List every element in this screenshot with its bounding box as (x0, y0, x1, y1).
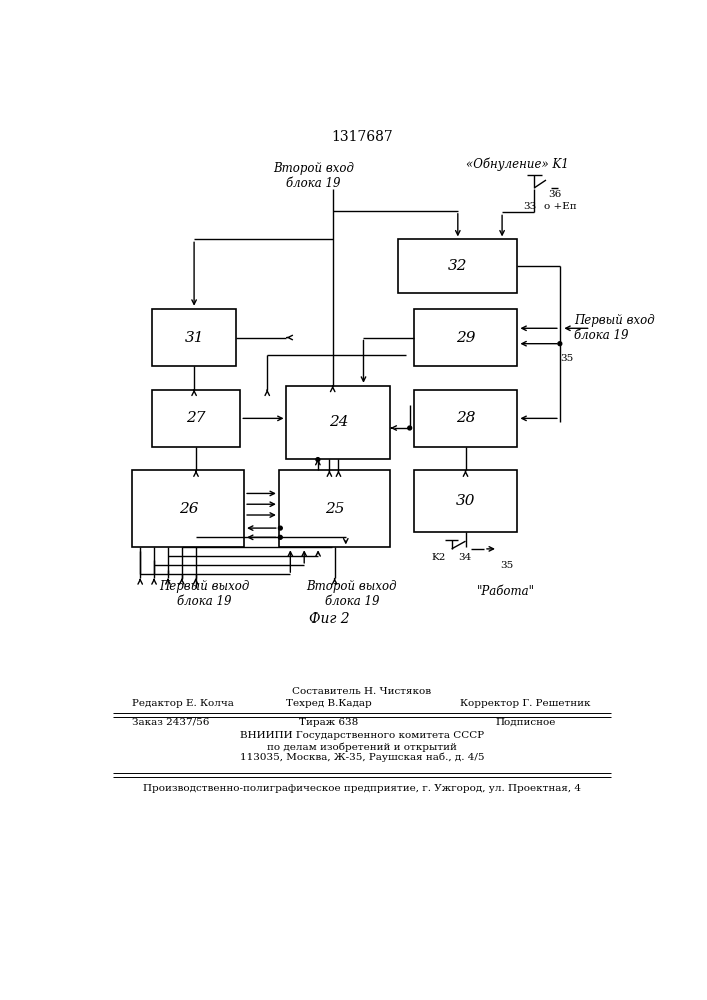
Bar (414, 309, 518, 366)
Text: 35: 35 (501, 561, 514, 570)
Bar (279, 470, 390, 547)
Text: Техред В.Кадар: Техред В.Кадар (286, 699, 372, 708)
Circle shape (279, 526, 282, 530)
Text: Корректор Г. Решетник: Корректор Г. Решетник (460, 699, 590, 708)
Text: 29: 29 (456, 331, 475, 345)
Text: по делам изобретений и открытий: по делам изобретений и открытий (267, 742, 457, 752)
Text: 26: 26 (179, 502, 198, 516)
Bar (414, 389, 518, 447)
Bar (286, 386, 390, 459)
Text: 27: 27 (186, 411, 206, 425)
Text: Производственно-полиграфическое предприятие, г. Ужгород, ул. Проектная, 4: Производственно-полиграфическое предприя… (143, 784, 581, 793)
Circle shape (408, 426, 411, 430)
Text: o +Еп: o +Еп (544, 202, 577, 211)
Bar (152, 389, 240, 447)
Text: 30: 30 (456, 494, 475, 508)
Circle shape (316, 458, 320, 461)
Text: 33: 33 (524, 202, 537, 211)
Text: Второй вход
блока 19: Второй вход блока 19 (273, 162, 354, 190)
Text: Первый вход
блока 19: Первый вход блока 19 (573, 314, 655, 342)
Text: 25: 25 (325, 502, 344, 516)
Text: Фиг 2: Фиг 2 (308, 612, 349, 626)
Text: Подписное: Подписное (495, 718, 556, 727)
Text: 34: 34 (458, 553, 472, 562)
Text: Редактор Е. Колча: Редактор Е. Колча (132, 699, 234, 708)
Bar (414, 470, 518, 532)
Bar (132, 470, 244, 547)
Text: Составитель Н. Чистяков: Составитель Н. Чистяков (293, 687, 431, 696)
Circle shape (279, 535, 282, 539)
Text: 1317687: 1317687 (332, 130, 393, 144)
Text: "Работа": "Работа" (477, 585, 535, 598)
Text: 113035, Москва, Ж-35, Раушская наб., д. 4/5: 113035, Москва, Ж-35, Раушская наб., д. … (240, 753, 484, 762)
Text: 36: 36 (549, 190, 561, 199)
Text: Первый выход
блока 19: Первый выход блока 19 (159, 580, 250, 608)
Bar (152, 309, 236, 366)
Text: K2: K2 (431, 553, 445, 562)
Text: Заказ 2437/56: Заказ 2437/56 (132, 718, 210, 727)
Text: 35: 35 (560, 354, 573, 363)
Text: 31: 31 (185, 331, 204, 345)
Text: Тираж 638: Тираж 638 (299, 718, 358, 727)
Text: 24: 24 (329, 415, 349, 429)
Text: 32: 32 (448, 259, 467, 273)
Bar (398, 239, 518, 293)
Text: 28: 28 (456, 411, 475, 425)
Text: Второй выход
блока 19: Второй выход блока 19 (307, 580, 397, 608)
Circle shape (558, 342, 562, 346)
Text: «Обнуление» K1: «Обнуление» K1 (466, 157, 569, 171)
Text: ВНИИПИ Государственного комитета СССР: ВНИИПИ Государственного комитета СССР (240, 732, 484, 740)
